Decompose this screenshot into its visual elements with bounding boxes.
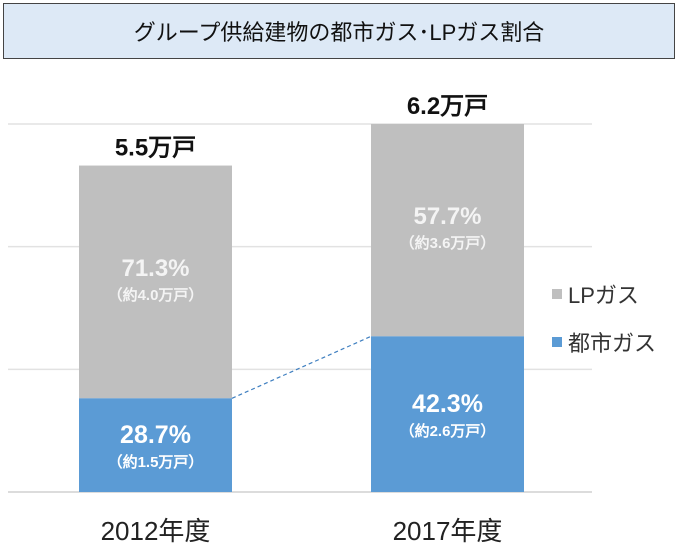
data-sublabel-citygas: （約2.6万戸） bbox=[400, 422, 496, 440]
data-label-citygas: 28.7% bbox=[120, 421, 191, 449]
data-label-lpgas: 57.7% bbox=[413, 203, 481, 230]
total-label: 5.5万戸 bbox=[115, 135, 196, 162]
legend-item-lpgas: LPガス bbox=[552, 278, 639, 310]
total-label: 6.2万戸 bbox=[407, 93, 488, 120]
legend-label: LPガス bbox=[568, 283, 639, 308]
data-label-citygas: 42.3% bbox=[412, 390, 483, 418]
legend-label: 都市ガス bbox=[568, 331, 657, 356]
category-label: 2017年度 bbox=[393, 516, 503, 546]
legend-item-citygas: 都市ガス bbox=[552, 326, 656, 358]
data-label-lpgas: 71.3% bbox=[121, 255, 189, 282]
bar-citygas bbox=[79, 398, 232, 492]
connector-line bbox=[231, 335, 372, 399]
bar-lpgas bbox=[371, 124, 524, 337]
bar-citygas bbox=[371, 336, 524, 492]
data-sublabel-citygas: （約1.5万戸） bbox=[108, 453, 204, 471]
category-label: 2012年度 bbox=[101, 516, 211, 546]
data-sublabel-lpgas: （約4.0万戸） bbox=[108, 286, 204, 304]
chart-title: グループ供給建物の都市ガス･LPガス割合 bbox=[3, 3, 675, 59]
data-sublabel-lpgas: （約3.6万戸） bbox=[400, 234, 496, 252]
legend-swatch-lpgas bbox=[552, 289, 562, 299]
legend-swatch-citygas bbox=[552, 337, 562, 347]
bar-lpgas bbox=[79, 165, 232, 399]
